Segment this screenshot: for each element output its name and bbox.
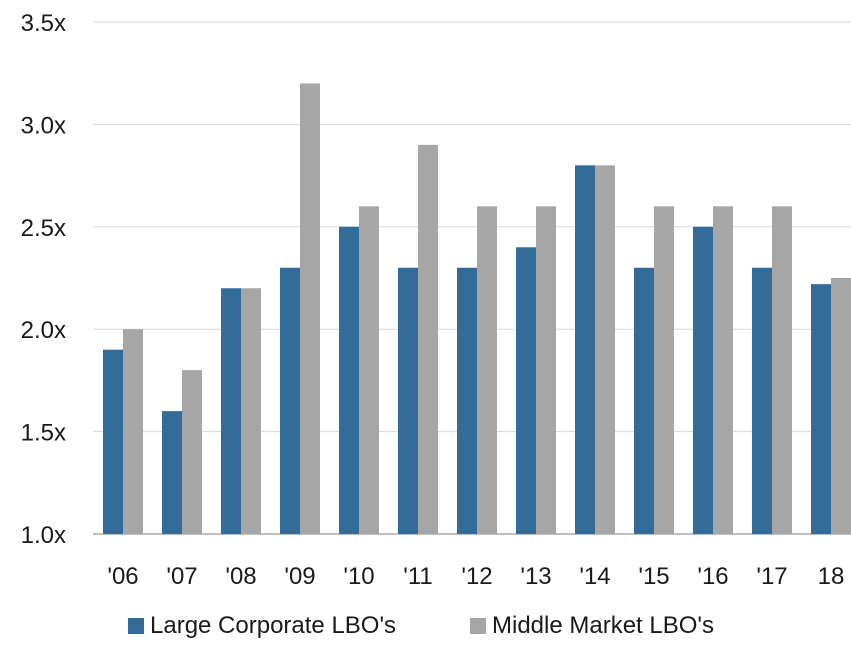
bar-large-corporate — [811, 284, 831, 534]
x-axis-tick-labels: '06 '07 '08 '09 '10 '11 '12 '13 '14 '15 '16 '17 18 — [107, 563, 844, 590]
bar-middle-market — [831, 278, 851, 534]
bar-large-corporate — [693, 226, 713, 535]
bar-middle-market — [595, 165, 615, 535]
legend-label-middle-market: Middle Market LBO's — [492, 612, 714, 639]
bar-large-corporate — [221, 288, 241, 534]
bar-large-corporate — [575, 165, 595, 535]
y-tick-label: 1.5x — [21, 420, 66, 447]
x-tick-label: '15 — [638, 563, 669, 590]
bar-middle-market — [772, 206, 792, 534]
x-tick-label: '08 — [225, 563, 256, 590]
bar-middle-market — [123, 329, 143, 534]
x-tick-label: '16 — [697, 563, 728, 590]
bar-large-corporate — [162, 411, 182, 534]
x-tick-label: '06 — [107, 563, 138, 590]
x-tick-label: '13 — [520, 563, 551, 590]
bar-large-corporate — [103, 349, 123, 534]
legend-swatch-large-corporate — [128, 618, 144, 634]
legend-item-large-corporate: Large Corporate LBO's — [128, 612, 396, 640]
bar-large-corporate — [516, 247, 536, 534]
bar-middle-market — [713, 206, 733, 534]
y-tick-label: 1.0x — [21, 522, 66, 549]
bar-chart: 1.0x 1.5x 2.0x 2.5x 3.0x 3.5x '06 '07 '08 '09 '10… — [21, 10, 851, 590]
y-tick-label: 3.0x — [21, 112, 66, 139]
legend-label-large-corporate: Large Corporate LBO's — [150, 612, 397, 639]
x-tick-label: '10 — [343, 563, 374, 590]
bar-large-corporate — [398, 267, 418, 534]
y-axis-tick-labels: 1.0x 1.5x 2.0x 2.5x 3.0x 3.5x — [21, 10, 66, 549]
bar-large-corporate — [339, 226, 359, 535]
x-tick-label: '12 — [461, 563, 492, 590]
bar-large-corporate — [752, 267, 772, 534]
bar-middle-market — [241, 288, 261, 534]
bar-large-corporate — [280, 267, 300, 534]
x-tick-label: 18 — [818, 563, 845, 590]
bar-middle-market — [418, 144, 438, 534]
y-tick-label: 3.5x — [21, 10, 66, 37]
y-tick-label: 2.5x — [21, 215, 66, 242]
x-tick-label: '07 — [166, 563, 197, 590]
bars — [103, 83, 851, 535]
legend-swatch-middle-market — [470, 618, 486, 634]
bar-large-corporate — [457, 267, 477, 534]
bar-middle-market — [359, 206, 379, 534]
legend: Large Corporate LBO's Middle Market LBO'… — [0, 612, 851, 652]
y-tick-label: 2.0x — [21, 317, 66, 344]
bar-middle-market — [182, 370, 202, 534]
bar-middle-market — [300, 83, 320, 534]
legend-item-middle-market: Middle Market LBO's — [470, 612, 714, 640]
bar-large-corporate — [634, 267, 654, 534]
bar-middle-market — [536, 206, 556, 534]
x-tick-label: '14 — [579, 563, 610, 590]
bar-middle-market — [654, 206, 674, 534]
x-tick-label: '17 — [756, 563, 787, 590]
x-tick-label: '09 — [284, 563, 315, 590]
x-tick-label: '11 — [403, 563, 433, 590]
bar-middle-market — [477, 206, 497, 534]
